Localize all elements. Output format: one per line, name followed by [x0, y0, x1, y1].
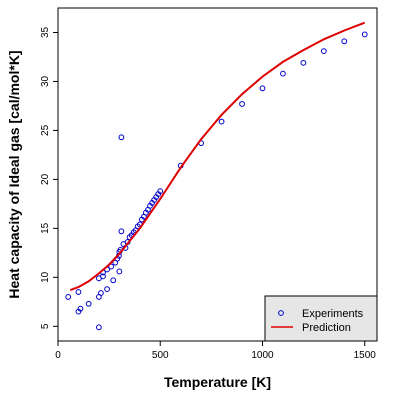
experiment-point	[95, 324, 102, 331]
x-tick-label: 1000	[251, 350, 274, 361]
experiment-point	[341, 38, 348, 45]
x-axis: 0 500 1000 1500	[55, 341, 376, 361]
experiment-point	[100, 273, 106, 280]
y-axis: 5 10 15 20 25 30 35	[40, 26, 58, 329]
y-tick-label: 10	[40, 271, 51, 283]
legend-experiments-label: Experiments	[302, 308, 364, 320]
x-axis-title: Temperature [K]	[164, 374, 271, 390]
experiment-point	[75, 289, 82, 295]
y-tick-label: 5	[40, 323, 51, 329]
y-tick-label: 35	[40, 26, 51, 38]
experiment-point	[300, 59, 307, 66]
experiment-point	[98, 290, 104, 296]
experiment-point	[108, 263, 115, 270]
experiment-point	[77, 305, 84, 312]
legend-experiments-marker	[278, 310, 284, 316]
experiment-point	[118, 228, 125, 235]
experiment-point	[85, 300, 92, 307]
experiment-point	[361, 31, 368, 38]
x-tick-label: 500	[152, 350, 169, 361]
y-tick-label: 25	[40, 124, 51, 136]
legend-prediction-label: Prediction	[302, 322, 351, 334]
x-tick-label: 0	[55, 350, 61, 361]
experiment-point	[259, 85, 266, 92]
legend-box	[264, 295, 378, 342]
experiment-point	[104, 286, 110, 292]
experiment-point	[280, 70, 286, 77]
y-tick-label: 15	[40, 222, 51, 234]
experiment-point	[116, 268, 123, 275]
x-tick-label: 1500	[354, 350, 377, 361]
prediction-line	[69, 21, 366, 292]
experiment-point	[65, 294, 72, 300]
experiment-point	[320, 48, 327, 54]
experiment-points	[65, 31, 368, 331]
legend: Experiments Prediction	[264, 295, 378, 342]
y-axis-title: Heat capacity of Ideal gas [cal/mol*K]	[6, 50, 22, 298]
plot-frame	[57, 7, 378, 342]
y-tick-label: 20	[40, 173, 51, 185]
experiment-point	[239, 101, 245, 107]
experiment-point	[110, 277, 117, 284]
experiment-point	[218, 118, 225, 125]
y-tick-label: 30	[40, 75, 51, 87]
experiment-point	[118, 134, 125, 141]
experiment-point	[157, 188, 164, 195]
